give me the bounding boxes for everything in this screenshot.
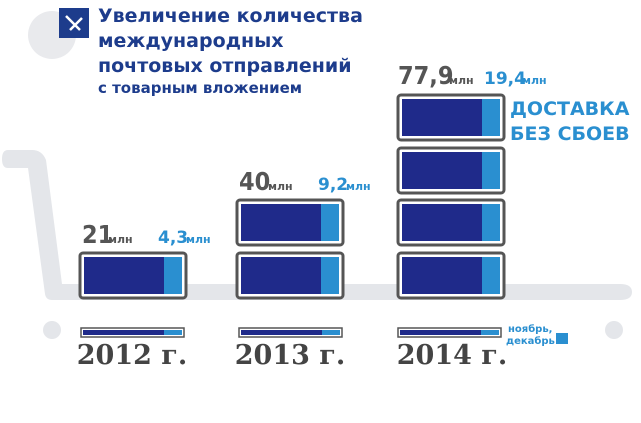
box-part bbox=[482, 257, 500, 294]
box-part bbox=[321, 257, 339, 294]
progress-fill bbox=[400, 330, 481, 335]
year-label: 2013 г. bbox=[235, 340, 346, 371]
title-line: международных bbox=[98, 30, 284, 52]
box-part bbox=[482, 204, 500, 241]
year-label: 2014 г. bbox=[397, 340, 508, 371]
mail: 4,3 bbox=[158, 228, 188, 248]
unit: млн bbox=[268, 180, 293, 193]
box-fill bbox=[402, 152, 482, 189]
unit: млн bbox=[108, 233, 133, 246]
year-label: 2012 г. bbox=[77, 340, 188, 371]
box-part bbox=[321, 204, 339, 241]
logo-line: БЕЗ СБОЕВ bbox=[510, 123, 630, 145]
unit: млн bbox=[186, 233, 211, 246]
progress-fill bbox=[83, 330, 164, 335]
note: ноябрь, bbox=[508, 323, 552, 335]
mail: 9,2 bbox=[318, 175, 348, 195]
title-line: Увеличение количества bbox=[98, 5, 363, 27]
box-part bbox=[164, 257, 182, 294]
unit: млн bbox=[449, 74, 474, 87]
subtitle: с товарным вложением bbox=[98, 79, 302, 97]
unit: млн bbox=[346, 180, 371, 193]
mail: 19,4 bbox=[484, 69, 526, 89]
box-fill bbox=[84, 257, 164, 294]
unit: млн bbox=[522, 74, 547, 87]
gift-icon bbox=[556, 333, 568, 344]
total: 40 bbox=[239, 167, 270, 196]
progress-fill bbox=[241, 330, 322, 335]
total: 21 bbox=[82, 220, 113, 249]
box-part bbox=[482, 152, 500, 189]
box-part bbox=[482, 99, 500, 136]
progress-part bbox=[322, 330, 340, 335]
progress-part bbox=[164, 330, 182, 335]
box-fill bbox=[241, 204, 321, 241]
logo-line: ДОСТАВКА bbox=[510, 98, 630, 120]
box-fill bbox=[402, 204, 482, 241]
boxes bbox=[78, 93, 506, 338]
cart bbox=[2, 150, 632, 339]
box-fill bbox=[241, 257, 321, 294]
progress-part bbox=[481, 330, 499, 335]
total: 77,9 bbox=[398, 61, 454, 90]
box-fill bbox=[402, 257, 482, 294]
box-fill bbox=[402, 99, 482, 136]
globe-icon bbox=[28, 8, 89, 59]
title-line: почтовых отправлений bbox=[98, 55, 352, 77]
note: декабрь bbox=[506, 335, 555, 347]
